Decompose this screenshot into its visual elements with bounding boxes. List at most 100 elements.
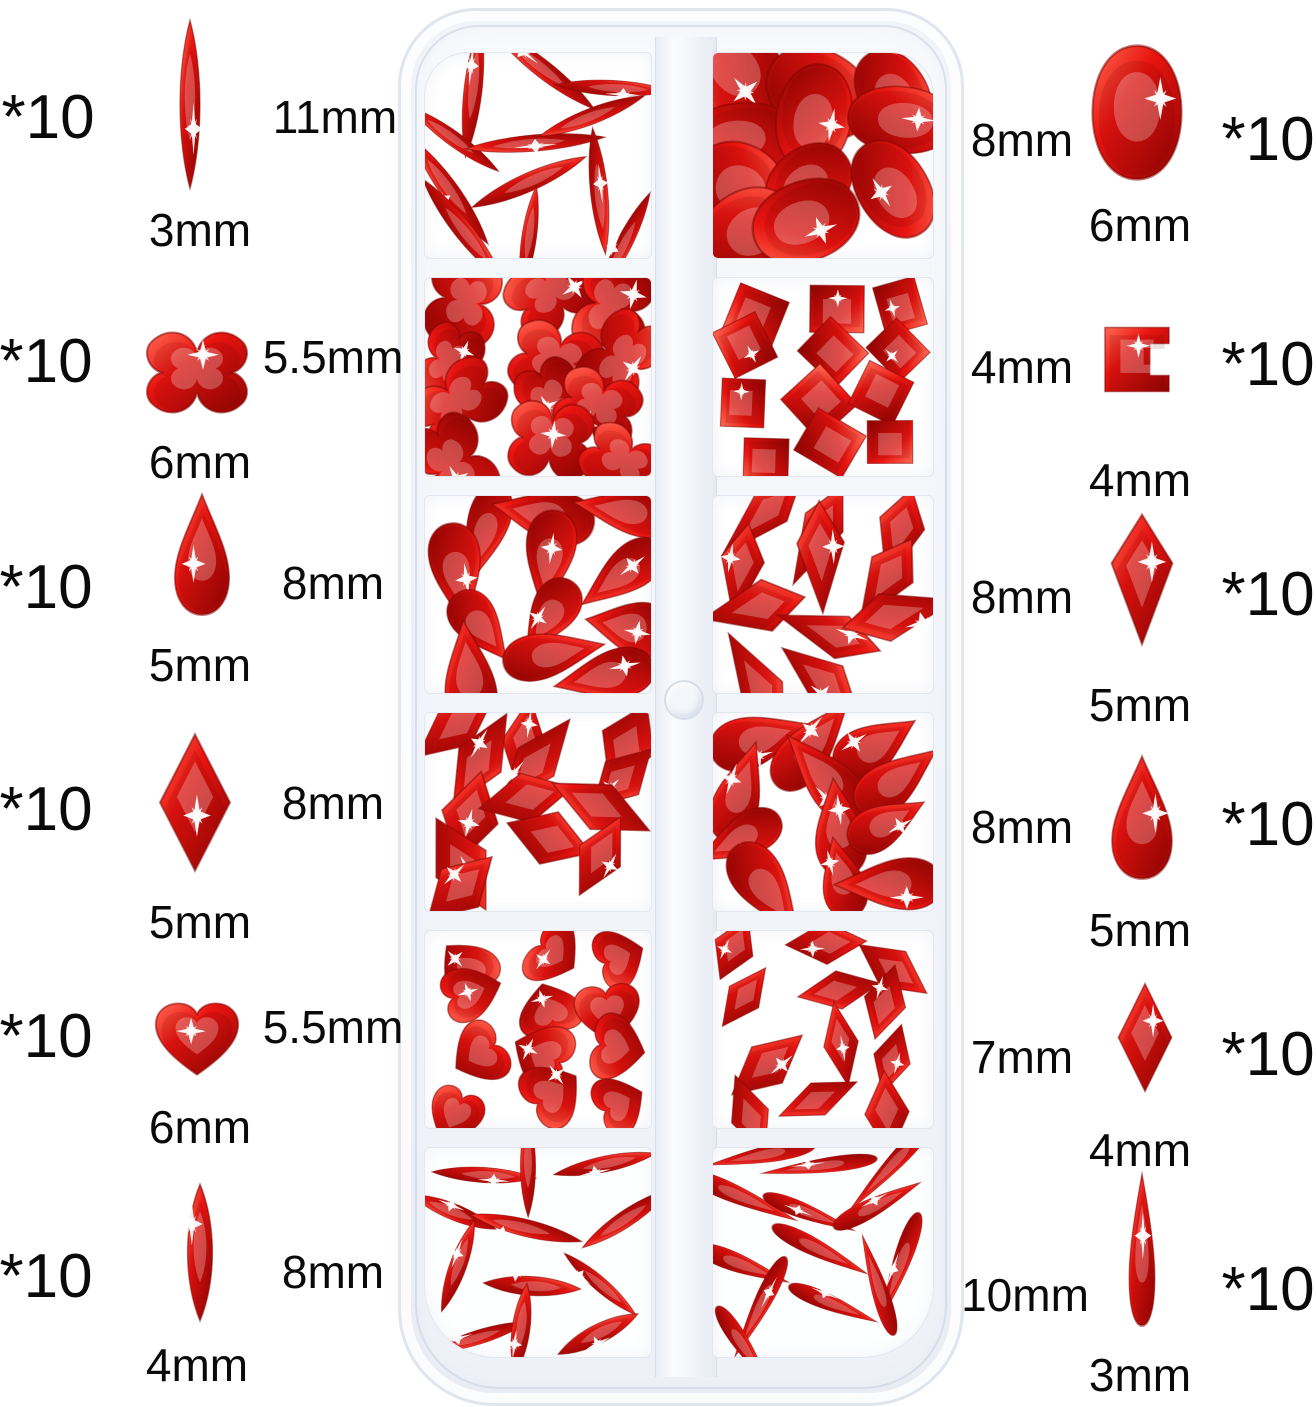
rhinestone-marquiseS [506,1148,550,1220]
rhinestone-pear [834,721,933,840]
width-label: 4mm [1088,1124,1192,1176]
rhinestone-pear [427,572,534,682]
rhinestone-marquise [425,161,525,258]
compartment-rhombus-small [712,930,934,1129]
compartment-teardrop [712,712,934,912]
rhinestone-marquiseS [462,1190,590,1266]
rhinestone-pear [494,610,614,693]
compartment-kite [712,495,934,694]
width-label: 5mm [1088,679,1192,731]
rhinestone-marquise [459,131,599,232]
rhinestone-longdrop [844,1228,912,1343]
rhinestone-longdrop [834,1148,933,1224]
rhinestone-rhombusS [783,931,870,973]
rhinestone-marquise [530,73,651,158]
rhinestone-longdrop [713,1148,821,1184]
rhinestone-marquise [577,181,651,258]
rhinestone-pear [814,713,933,805]
qty-label: *10 [0,1002,93,1071]
rhinestone-heart [578,1057,651,1128]
gem-icon-teardrop [1098,753,1186,888]
rhinestone-pear [496,561,601,673]
rhinestone-marquiseS [567,1167,651,1269]
rhinestone-square [788,308,877,397]
length-label: 8mm [281,1246,385,1298]
rhinestone-oval [841,76,933,164]
length-label: 8mm [970,114,1074,166]
rhinestone-rhombus [425,831,517,911]
compartment-marquise [424,52,652,259]
compartment-square [712,277,934,477]
width-label: 5mm [148,639,252,691]
rhinestone-rhombusS [713,1065,790,1128]
rhinestone-pear [564,496,651,553]
rhinestone-kite [758,618,880,693]
rhinestone-rhombusS [855,1067,919,1128]
rhinestone-pear [713,822,830,911]
length-label: 7mm [970,1031,1074,1083]
length-label: 8mm [970,571,1074,623]
length-label: 8mm [281,557,385,609]
rhinestone-marquise [500,180,558,258]
rhinestone-square [858,310,933,390]
width-label: 5mm [1088,904,1192,956]
rhinestone-rhombus [493,788,605,888]
rhinestone-longdrop [717,1246,804,1357]
qty-label: *10 [0,553,93,622]
length-label: 4mm [970,341,1074,393]
qty-label: *10 [0,775,93,844]
rhinestone-pear [560,517,651,633]
qty-label: *10 [0,1242,93,1311]
qty-label: *10 [1221,105,1315,174]
rhinestone-oval [761,54,868,181]
rhinestone-pear [505,502,592,617]
width-label: 4mm [1088,454,1192,506]
rhinestone-marquiseS [547,1148,651,1198]
rhinestone-heart [503,1040,605,1128]
rhinestone-heart [508,931,602,1005]
width-label: 5mm [148,896,252,948]
rhinestone-kite [782,497,859,616]
width-label: 3mm [1088,1349,1192,1401]
length-label: 8mm [281,777,385,829]
rhinestone-longdrop [755,1178,863,1248]
gem-icon-heart [148,996,246,1089]
rhinestone-pear [543,630,651,693]
rhinestone-marquiseS [428,1149,539,1200]
compartment-rhombus [424,712,652,912]
qty-label: *10 [1221,1020,1315,1089]
rhinestone-longdrop [713,1228,798,1303]
compartment-pear [424,495,652,694]
rhinestone-pear [830,845,933,911]
rhinestone-square [713,303,786,386]
rhinestone-longdrop [862,1204,933,1328]
compartment-oval [712,52,934,259]
qty-label: *10 [1221,790,1315,859]
rhinestone-marquise [551,63,651,113]
box-hinge-button [664,680,704,720]
gem-icon-rhombus [1110,981,1180,1099]
rhinestone-rhombus [470,754,583,841]
compartment-longdrop [712,1147,934,1358]
rhinestone-marquise [425,88,513,190]
compartment-bow [424,277,652,477]
compartment-marquise-small [424,1147,652,1358]
gem-icon-marquise [161,17,219,197]
rhinestone-kite [713,614,815,693]
rhinestone-rhombusS [811,996,871,1091]
rhinestone-bow [504,389,600,476]
rhinestone-square [715,372,771,434]
rhinestone-heart [431,1006,525,1104]
rhinestone-rhombusS [847,956,922,1048]
rhinestone-rhombusS [713,931,773,992]
rhinestone-square [862,415,919,469]
compartment-heart [424,930,652,1129]
rhinestone-square [785,400,875,476]
length-label: 11mm [272,91,398,143]
rhinestone-longdrop [757,1148,881,1190]
rhinestone-kite [831,563,933,666]
rhinestone-marquise [460,113,609,172]
width-label: 6mm [148,1101,252,1153]
rhinestone-longdrop [780,1268,885,1339]
rhinestone-heart [503,968,595,1049]
